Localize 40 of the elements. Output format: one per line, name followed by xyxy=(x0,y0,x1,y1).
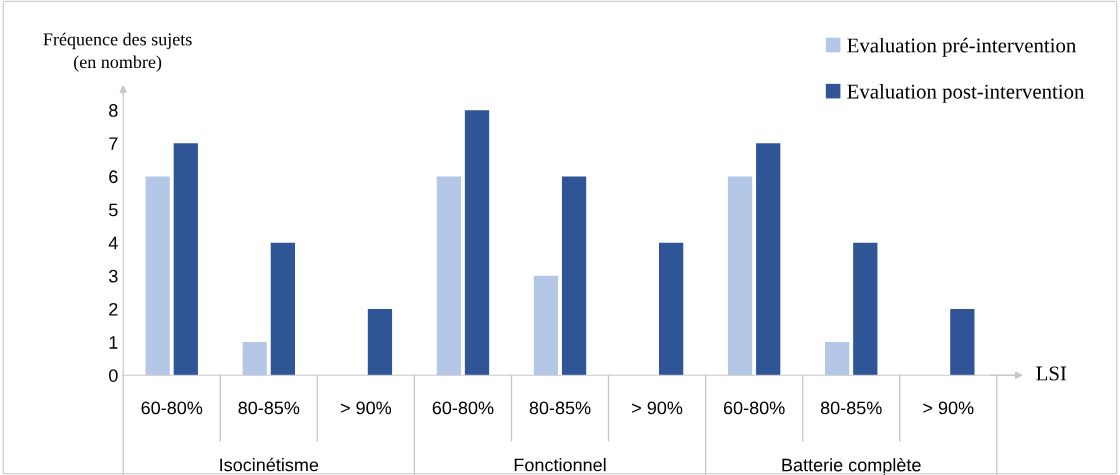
text: Isocinétisme xyxy=(220,457,319,472)
x-tick-label: 60-80% xyxy=(141,401,203,415)
x-tick-label: 60-80% xyxy=(723,401,785,415)
bar xyxy=(950,308,975,376)
legend-label: Evaluation pré-intervention xyxy=(847,37,1077,57)
bar xyxy=(756,143,781,376)
y-tick-label: 5 xyxy=(109,203,118,217)
bar xyxy=(367,308,393,376)
x-tick-label: 60-80% xyxy=(432,401,494,415)
bar xyxy=(824,342,850,376)
bar xyxy=(533,275,559,376)
y-tick-label: 1 xyxy=(109,336,118,349)
bar xyxy=(173,143,198,376)
y-tick-label: 6 xyxy=(109,170,118,184)
y-axis-title: Fréquence des sujets (en nombre) xyxy=(43,32,192,72)
x-axis-title: LSI xyxy=(1036,366,1067,381)
y-tick-label: 2 xyxy=(109,302,118,316)
y-tick-label: 3 xyxy=(108,269,118,283)
y-tick-label: 7 xyxy=(109,137,118,150)
bar xyxy=(853,242,878,376)
text: Fonctionnel xyxy=(514,458,606,472)
x-tick-label: > 90% xyxy=(632,401,683,415)
bar xyxy=(145,176,170,376)
text: Batterie complète xyxy=(782,457,921,475)
x-tick-label: 80-85% xyxy=(529,401,591,415)
bar xyxy=(561,176,587,376)
y-tick-label: 8 xyxy=(109,104,118,117)
bar xyxy=(270,242,296,376)
bar xyxy=(727,176,753,376)
legend-label: Evaluation post-intervention xyxy=(847,83,1085,103)
bar xyxy=(436,176,461,376)
x-tick-label: 80-85% xyxy=(238,401,300,415)
y-tick-label: 0 xyxy=(109,369,118,382)
x-tick-label: 80-85% xyxy=(820,401,882,415)
bar xyxy=(242,342,267,376)
bar xyxy=(464,110,490,376)
x-tick-label: > 90% xyxy=(340,401,392,415)
y-tick-label: 4 xyxy=(108,236,118,250)
x-tick-label: > 90% xyxy=(923,401,974,415)
bar xyxy=(659,242,684,376)
